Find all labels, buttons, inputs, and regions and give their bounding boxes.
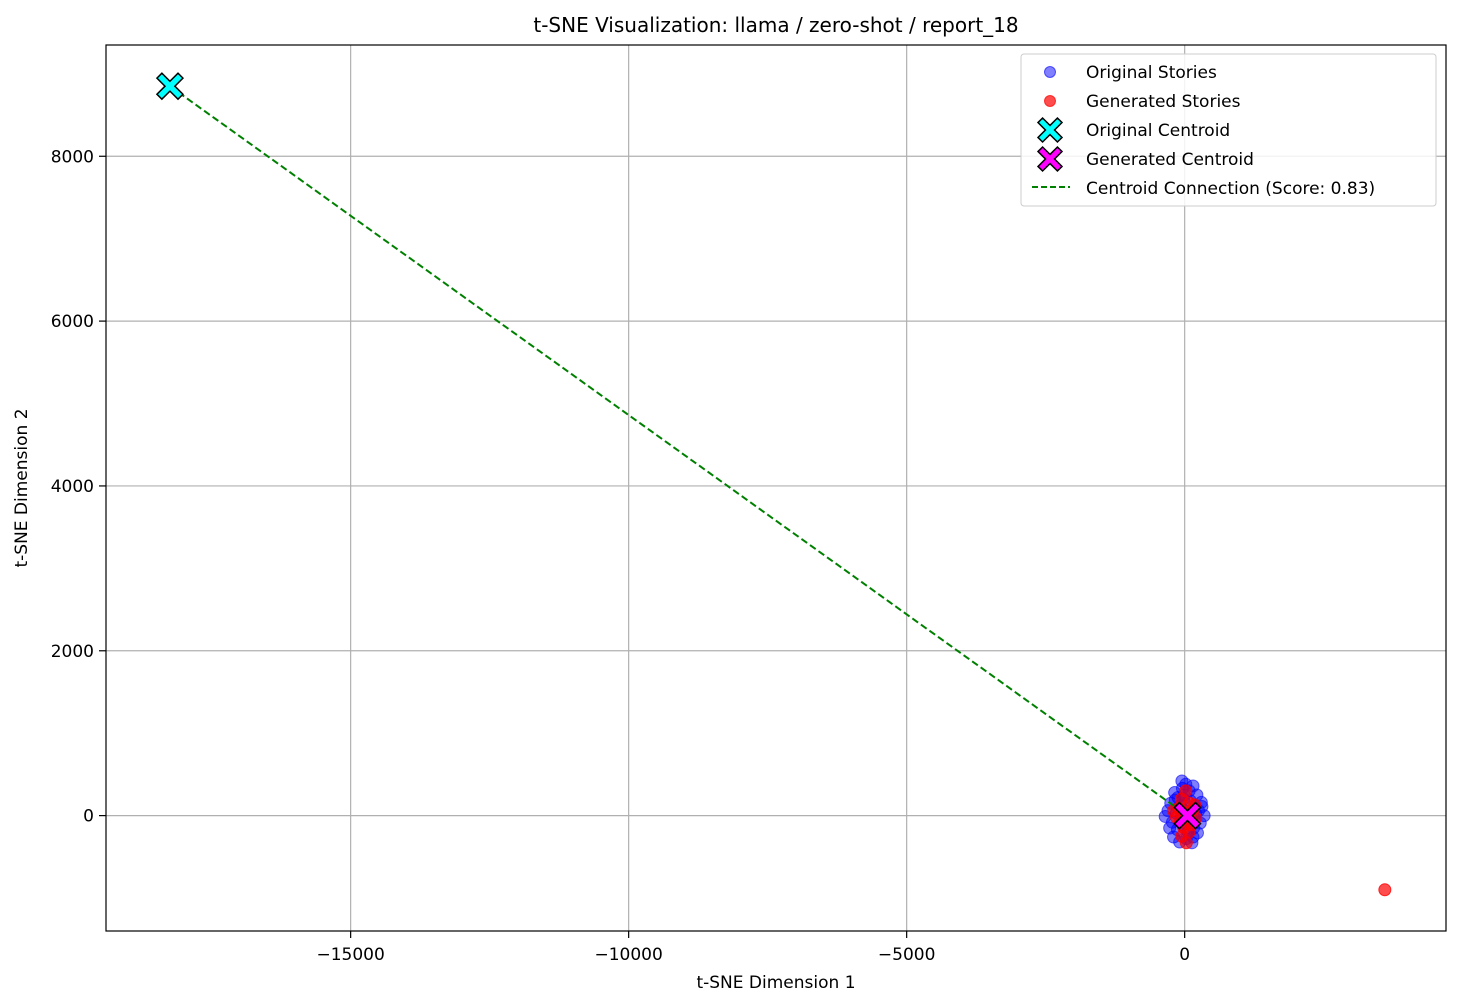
legend-marker-original-centroid [1036, 116, 1064, 144]
x-tick-label: 0 [1179, 945, 1190, 965]
legend-item-generated-stories: Generated Stories [1044, 92, 1241, 112]
y-tick-label: 0 [83, 807, 94, 827]
legend-item-original-centroid: Original Centroid [1036, 116, 1230, 144]
legend-label-generated-centroid: Generated Centroid [1086, 150, 1254, 170]
y-tick-label: 6000 [51, 312, 94, 332]
legend-label-original-centroid: Original Centroid [1086, 121, 1230, 141]
y-tick-label: 2000 [51, 642, 94, 662]
scatter-point [1163, 821, 1177, 835]
legend-label-generated-stories: Generated Stories [1086, 92, 1241, 112]
y-axis-label: t-SNE Dimension 2 [12, 408, 32, 567]
x-tick-label: −15000 [316, 945, 384, 965]
x-axis-label: t-SNE Dimension 1 [696, 973, 855, 993]
plot-content [155, 72, 1392, 897]
centroid-connection-line [169, 85, 1189, 817]
legend: Original Stories Generated Stories Origi… [1020, 53, 1437, 207]
y-tick-label: 8000 [51, 147, 94, 167]
legend-item-generated-centroid: Generated Centroid [1036, 145, 1254, 173]
plot-frame [105, 44, 1447, 932]
legend-item-original-stories: Original Stories [1044, 63, 1217, 83]
legend-label-original-stories: Original Stories [1086, 63, 1217, 83]
x-tick-label: −10000 [594, 945, 662, 965]
y-axis-ticks: 0 2000 4000 6000 8000 [51, 147, 106, 827]
y-tick-label: 4000 [51, 477, 94, 497]
legend-marker-generated-stories [1044, 95, 1056, 107]
legend-item-centroid-connection: Centroid Connection (Score: 0.83) [1032, 179, 1375, 199]
legend-frame [1020, 53, 1437, 207]
legend-marker-original-stories [1044, 66, 1056, 78]
scatter-point [1378, 883, 1392, 897]
x-tick-label: −5000 [878, 945, 936, 965]
legend-label-centroid-connection: Centroid Connection (Score: 0.83) [1086, 179, 1375, 199]
centroid-marker-original-centroid [155, 72, 185, 101]
scatter-point [1179, 836, 1193, 850]
legend-marker-generated-centroid [1036, 145, 1064, 173]
x-axis-ticks: −15000 −10000 −5000 0 [316, 931, 1190, 965]
chart-title: t-SNE Visualization: llama / zero-shot /… [533, 13, 1018, 37]
centroid-marker-generated-centroid [1173, 801, 1202, 830]
